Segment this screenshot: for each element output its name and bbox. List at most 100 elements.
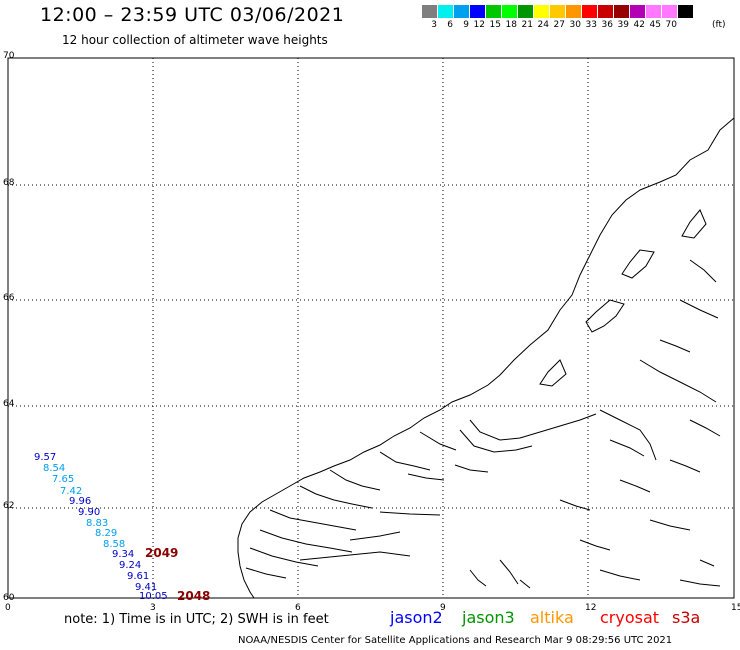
coastline-segment xyxy=(469,413,597,441)
latitude-tick-label: 64 xyxy=(3,399,15,409)
latitude-tick-label: 62 xyxy=(3,501,14,511)
axis-tick-labels: 0 3 6 9 12 15 60 62 64 66 68 70 xyxy=(3,51,740,613)
color-scale-labels: 3 6 9 12 15 18 21 24 27 30 33 36 39 42 45 70 xyxy=(422,20,678,30)
color-scale-tick: 12 xyxy=(473,20,485,30)
wave-height-reading: 9.24 xyxy=(119,560,141,571)
coastline xyxy=(237,117,735,599)
color-swatch xyxy=(598,5,614,18)
coastline-segment xyxy=(679,579,721,587)
coastline-segment xyxy=(454,464,489,473)
color-scale-tick: 70 xyxy=(665,20,677,30)
coastline-segment xyxy=(499,559,519,585)
wave-height-reading: 10.05 xyxy=(139,591,168,602)
color-swatch xyxy=(662,5,678,18)
coastline-segment xyxy=(649,519,691,531)
coastline-segment xyxy=(579,539,611,551)
pass-number-label: 2048 xyxy=(177,589,210,603)
color-swatch xyxy=(630,5,646,18)
coastline-segment xyxy=(259,529,353,553)
pass-number-labels: 2049 2048 xyxy=(145,546,210,603)
coastline-segment xyxy=(585,299,625,333)
coastline-segment xyxy=(679,299,719,319)
coastline-segment xyxy=(619,479,651,493)
color-scale-tick: 39 xyxy=(617,20,629,30)
color-swatch xyxy=(422,5,438,18)
color-scale-tick: 24 xyxy=(537,20,549,30)
color-scale-tick: 3 xyxy=(431,20,437,30)
coastline-segment xyxy=(519,579,531,589)
map-grid xyxy=(8,58,734,598)
coastline-segment xyxy=(599,569,641,581)
color-scale-tick: 36 xyxy=(601,20,613,30)
color-scale-unit: (ft) xyxy=(712,20,726,30)
satellite-legend-altika: altika xyxy=(530,608,574,627)
pass-number-label: 2049 xyxy=(145,546,178,560)
coastline-segment xyxy=(299,485,373,509)
latitude-tick-label: 60 xyxy=(3,593,15,603)
color-scale-tick: 45 xyxy=(649,20,661,30)
coastline-segment xyxy=(609,439,645,457)
satellite-legend-s3a: s3a xyxy=(672,608,701,627)
wave-height-reading: 9.96 xyxy=(69,496,91,507)
color-scale-tick: 9 xyxy=(463,20,469,30)
color-scale-tick: 33 xyxy=(585,20,597,30)
color-swatch xyxy=(518,5,534,18)
satellite-legend-jason3: jason3 xyxy=(462,608,515,627)
color-swatch xyxy=(582,5,598,18)
longitude-tick-label: 12 xyxy=(585,603,596,613)
credit-line: NOAA/NESDIS Center for Satellite Applica… xyxy=(238,635,673,646)
color-swatch xyxy=(502,5,518,18)
color-scale-tick: 15 xyxy=(489,20,501,30)
coastline-segment xyxy=(669,459,701,473)
coastline-segment xyxy=(681,209,707,239)
color-swatch xyxy=(470,5,486,18)
coastline-segment xyxy=(659,339,691,353)
wave-height-labels: 9.578.547.657.429.969.908.838.298.589.34… xyxy=(34,452,168,602)
color-swatch xyxy=(614,5,630,18)
coastline-segment xyxy=(459,429,533,453)
latitude-tick-label: 66 xyxy=(3,293,15,303)
coastline-segment xyxy=(237,117,735,599)
color-scale-tick: 27 xyxy=(553,20,565,30)
color-swatch xyxy=(438,5,454,18)
coastline-segment xyxy=(621,249,655,279)
coastline-segment xyxy=(419,431,457,451)
wave-height-reading: 8.29 xyxy=(95,528,117,539)
coastline-segment xyxy=(379,451,431,471)
coastline-segment xyxy=(559,499,591,511)
color-scale-tick: 18 xyxy=(505,20,517,30)
latitude-tick-label: 68 xyxy=(3,178,15,188)
coastline-segment xyxy=(407,473,445,481)
color-swatch xyxy=(550,5,566,18)
wave-height-reading: 9.34 xyxy=(112,549,134,560)
satellite-legend-jason2: jason2 xyxy=(390,608,443,627)
coastline-segment xyxy=(329,469,381,491)
coastline-segment xyxy=(689,419,721,437)
color-scale-bar xyxy=(422,5,694,18)
color-swatch xyxy=(454,5,470,18)
longitude-tick-label: 15 xyxy=(731,603,740,613)
color-swatch xyxy=(678,5,694,18)
wave-height-reading: 7.65 xyxy=(52,474,74,485)
color-swatch xyxy=(566,5,582,18)
wave-height-reading: 9.57 xyxy=(34,452,56,463)
coastline-segment xyxy=(349,531,401,541)
color-scale-tick: 6 xyxy=(447,20,453,30)
color-scale-tick: 30 xyxy=(569,20,581,30)
wave-height-reading: 8.83 xyxy=(86,518,108,529)
coastline-segment xyxy=(469,569,487,587)
wave-height-reading: 9.90 xyxy=(78,507,100,518)
color-swatch xyxy=(534,5,550,18)
color-scale-tick: 42 xyxy=(633,20,645,30)
chart-title: 12:00 – 23:59 UTC 03/06/2021 xyxy=(40,4,345,26)
coastline-segment xyxy=(249,547,319,567)
color-swatch xyxy=(646,5,662,18)
coastline-segment xyxy=(299,551,411,561)
coastline-segment xyxy=(379,511,441,516)
chart-subtitle: 12 hour collection of altimeter wave hei… xyxy=(62,33,328,47)
longitude-tick-label: 6 xyxy=(295,603,301,613)
wave-height-reading: 9.61 xyxy=(127,571,149,582)
coastline-segment xyxy=(245,567,287,579)
coastline-segment xyxy=(269,509,357,531)
